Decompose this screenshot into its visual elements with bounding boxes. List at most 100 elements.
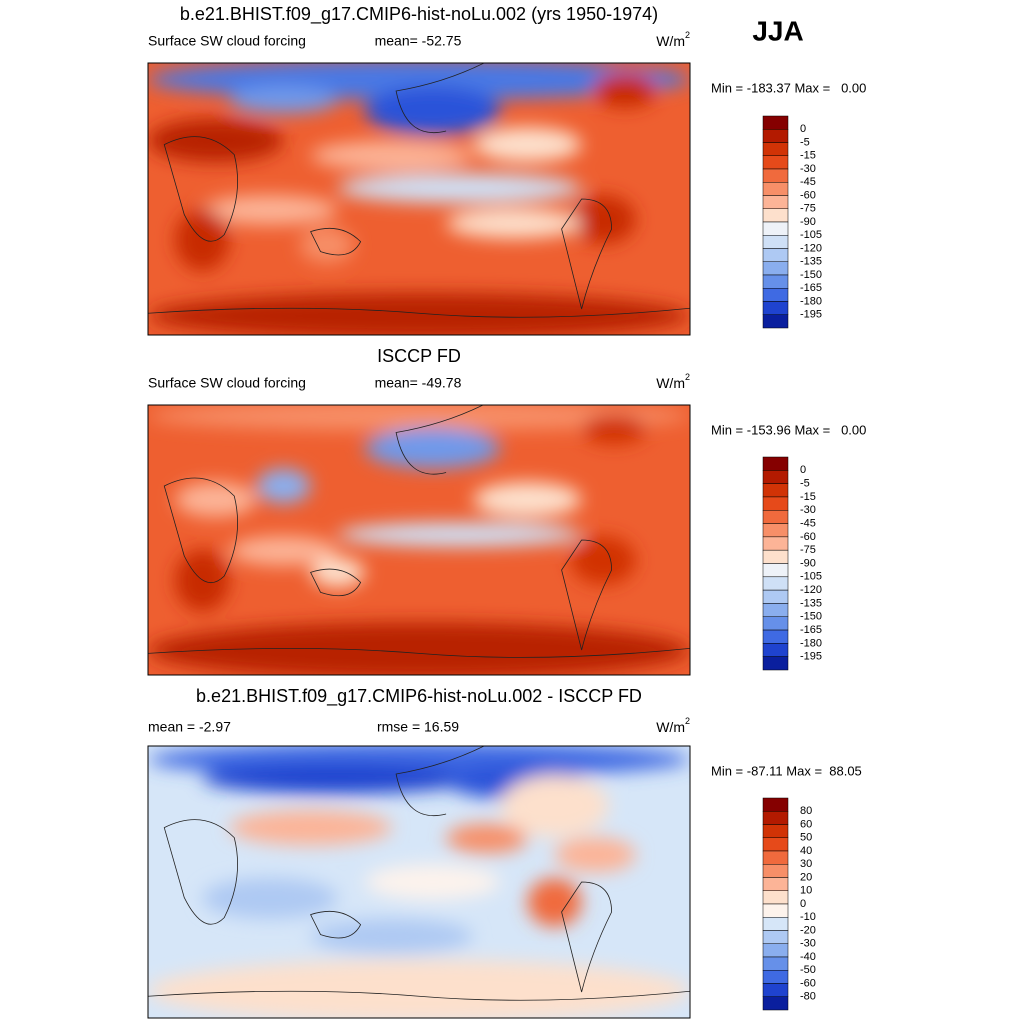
colorbar-box (762, 235, 789, 249)
field-blob (299, 227, 354, 263)
center-string: mean= -52.75 (375, 33, 462, 49)
colorbar-box (762, 510, 789, 524)
colorbar-box (762, 877, 789, 891)
colorbar-box (762, 970, 789, 984)
colorbar-label: -75 (800, 544, 816, 556)
colorbar-label: -150 (800, 611, 822, 623)
colorbar-box (762, 656, 789, 671)
map (148, 746, 690, 1018)
colorbar-box (762, 837, 789, 852)
colorbar-label: 0 (800, 123, 806, 135)
colorbar-label: -75 (800, 203, 816, 215)
colorbar-box (762, 142, 789, 156)
colorbar-box (762, 917, 789, 931)
colorbar-label: -60 (800, 531, 816, 543)
colorbar-box (762, 314, 789, 329)
coastline (148, 63, 690, 318)
colorbar-box (762, 643, 789, 657)
field-blob (446, 823, 528, 854)
min-max: Min = -183.37 Max = 0.00 (711, 80, 866, 95)
colorbar-box (762, 930, 789, 944)
colorbar-box (762, 195, 789, 209)
colorbar-box (762, 470, 789, 484)
colorbar-label: 80 (800, 805, 812, 817)
units: W/m2 (656, 30, 690, 48)
colorbar-box (762, 523, 789, 538)
field-blob (148, 292, 690, 335)
colorbar-box (762, 129, 789, 143)
field-blob (148, 959, 690, 1018)
map (148, 63, 690, 335)
colorbar-box (762, 248, 789, 262)
field-blob (202, 878, 338, 919)
units: W/m2 (656, 372, 690, 390)
colorbar-box (762, 811, 789, 825)
center-string: rmse = 16.59 (377, 719, 459, 735)
colorbar-label: 0 (800, 464, 806, 476)
field-blob (581, 414, 647, 445)
colorbar-label: -165 (800, 282, 822, 294)
colorbar-label: -60 (800, 189, 816, 201)
map-frame (147, 62, 691, 336)
colorbar-box (762, 301, 789, 315)
field-blob (364, 86, 501, 135)
field-blob (148, 118, 284, 163)
map-frame (147, 404, 691, 676)
colorbar-label: -30 (800, 938, 816, 950)
field-blob (446, 208, 582, 239)
map-field (148, 405, 690, 675)
colorbar-label: -135 (800, 597, 822, 609)
field-blob (554, 837, 636, 873)
colorbar-label: -5 (800, 136, 810, 148)
colorbar-box (762, 996, 789, 1011)
map-field (148, 63, 690, 335)
colorbar-label: -40 (800, 951, 816, 963)
field-blob (256, 468, 311, 504)
colorbar-label: -150 (800, 269, 822, 281)
colorbar-label: -90 (800, 557, 816, 569)
colorbar-box (762, 483, 789, 498)
colorbar-label: -180 (800, 295, 822, 307)
panel-title: ISCCP FD (377, 346, 461, 366)
colorbar-label: -15 (800, 150, 816, 162)
colorbar-label: -45 (800, 517, 816, 529)
field-blob (473, 127, 582, 163)
colorbar-label: 30 (800, 858, 812, 870)
colorbar-label: 60 (800, 818, 812, 830)
field-blob (364, 864, 501, 900)
colorbar-box (762, 208, 789, 223)
colorbar-label: 10 (800, 885, 812, 897)
field-blob (229, 810, 392, 846)
colorbar-label: 50 (800, 832, 812, 844)
field-blob (175, 549, 230, 612)
colorbar-label: -5 (800, 478, 810, 490)
field-blob (570, 195, 636, 244)
field-blob (202, 763, 474, 794)
min-max: Min = -87.11 Max = 88.05 (711, 763, 862, 778)
season-label: JJA (752, 15, 803, 46)
colorbar-label: -135 (800, 256, 822, 268)
colorbar-label: -30 (800, 504, 816, 516)
coastline (148, 746, 690, 1001)
colorbar-box (762, 496, 789, 511)
field-blob (337, 173, 582, 203)
panel-title: b.e21.BHIST.f09_g17.CMIP6-hist-noLu.002 … (196, 686, 642, 707)
colorbar-label: 0 (800, 898, 806, 910)
field-blob (229, 86, 338, 114)
left-string: Surface SW cloud forcing (148, 375, 306, 391)
colorbar-label: 40 (800, 845, 812, 857)
field-blob (310, 140, 474, 171)
left-string: mean = -2.97 (148, 719, 231, 735)
colorbar-label: -15 (800, 491, 816, 503)
colorbar-label: -10 (800, 911, 816, 923)
field-blob (310, 918, 474, 955)
colorbar-box (762, 456, 789, 471)
colorbar-label: -195 (800, 651, 822, 663)
colorbar-box (762, 182, 789, 196)
colorbar-box (762, 221, 789, 236)
colorbar-box (762, 589, 789, 604)
colorbar-label: -20 (800, 924, 816, 936)
coastline (148, 405, 690, 658)
colorbar-box (762, 288, 789, 302)
